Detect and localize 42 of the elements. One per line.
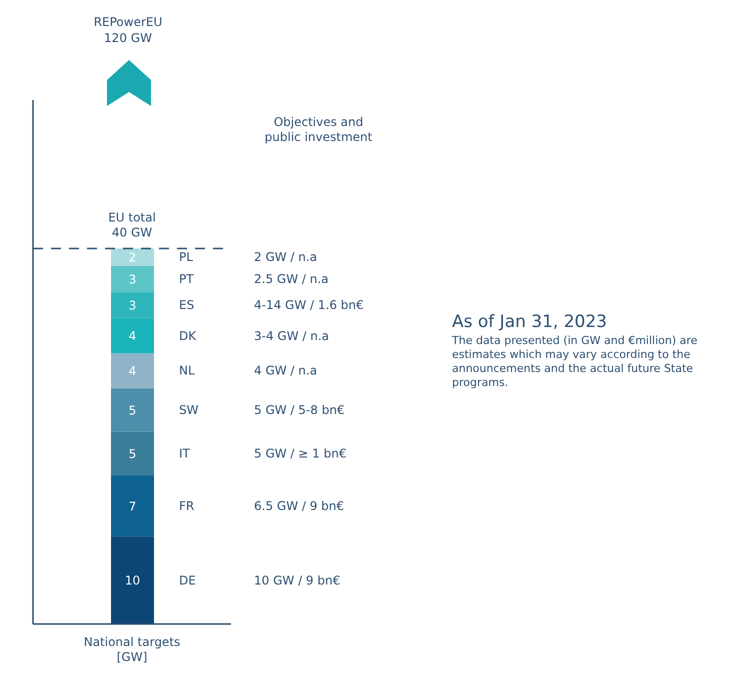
data-label: 5 xyxy=(128,403,136,418)
text: 4 GW / n.a xyxy=(254,364,318,378)
text: Objectives and public investment xyxy=(264,115,374,145)
data-label: 4 xyxy=(128,364,136,378)
bar xyxy=(111,432,154,476)
text: FR xyxy=(179,499,194,514)
text: 2.5 GW / n.a xyxy=(254,272,329,286)
data-label: 3 xyxy=(128,298,136,312)
text: PL xyxy=(179,250,194,264)
bar xyxy=(111,318,154,354)
data-label: 5 xyxy=(128,446,136,461)
data-label: 4 xyxy=(128,329,136,344)
text: The data presented (in GW and €million) are estimates which may vary according to the announcements and the actual future State programs. xyxy=(452,334,698,390)
text: REPowerEU 120 GW xyxy=(92,14,164,46)
text: 2 GW / n.a xyxy=(254,250,318,264)
text: DK xyxy=(179,328,198,343)
text: SW xyxy=(179,403,199,418)
text: As of Jan 31, 2023 xyxy=(452,312,608,332)
text: 5 GW / ≥ 1 bn€ xyxy=(254,446,346,461)
bar xyxy=(111,248,154,266)
text: ES xyxy=(179,298,194,312)
text: NL xyxy=(179,364,195,378)
text: 5 GW / 5-8 bn€ xyxy=(254,403,345,418)
bar xyxy=(111,292,154,318)
text: 6.5 GW / 9 bn€ xyxy=(254,499,344,514)
data-label: 10 xyxy=(124,574,140,588)
ref-line-label: EU total 40 GW xyxy=(108,210,156,240)
x-axis-title: National targets [GW] xyxy=(84,635,180,664)
text: PT xyxy=(179,272,194,286)
bar xyxy=(111,388,154,432)
data-label: 3 xyxy=(128,272,136,286)
text: 4-14 GW / 1.6 bn€ xyxy=(254,298,364,312)
bar xyxy=(111,476,154,537)
text: 10 GW / 9 bn€ xyxy=(254,573,340,588)
text: DE xyxy=(179,573,196,588)
text: IT xyxy=(179,446,191,461)
bar xyxy=(111,266,154,292)
data-label: 2 xyxy=(128,250,136,264)
data-label: 7 xyxy=(128,499,136,514)
bar xyxy=(111,536,154,624)
text: 3-4 GW / n.a xyxy=(254,328,330,343)
bar xyxy=(111,353,154,388)
